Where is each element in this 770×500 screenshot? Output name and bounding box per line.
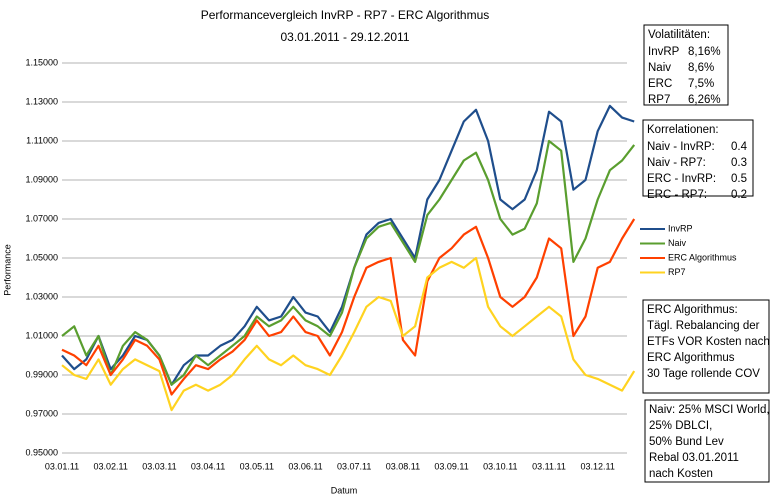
info-box	[644, 399, 770, 483]
legend-label: ERC Algorithmus	[668, 252, 737, 262]
x-tick-label: 03.06.11	[288, 461, 322, 471]
x-tick-label: 03.01.11	[45, 461, 79, 471]
x-tick-label: 03.05.11	[240, 461, 274, 471]
info-box-line: Tägl. Rebalancing der	[647, 320, 760, 332]
y-tick-label: 1.15000	[25, 57, 58, 67]
y-tick-label: 1.07000	[25, 213, 58, 223]
info-box-line: Rebal 03.01.2011	[649, 452, 739, 464]
x-tick-label: 03.07.11	[337, 461, 371, 471]
y-tick-label: 1.01000	[25, 330, 58, 340]
info-box-line: ERC Algorithmus	[647, 352, 735, 364]
info-box-key: Naiv - RP7:	[647, 157, 706, 169]
info-box-key: Naiv - InvRP:	[647, 141, 715, 153]
info-box-line: nach Kosten	[649, 468, 713, 480]
x-tick-label: 03.09.11	[434, 461, 468, 471]
x-tick-label: 03.03.11	[142, 461, 176, 471]
y-tick-label: 1.09000	[25, 174, 58, 184]
info-box-line: ERC Algorithmus:	[647, 304, 738, 316]
info-box	[642, 299, 770, 394]
info-box-value: 0.2	[731, 189, 747, 201]
x-tick-label: 03.10.11	[483, 461, 517, 471]
info-box-value: 6,26%	[688, 94, 721, 106]
info-box	[643, 24, 729, 106]
y-axis-label: Performance	[2, 244, 12, 296]
info-box-key: InvRP	[648, 46, 680, 58]
info-box-key: ERC - RP7:	[647, 189, 707, 201]
info-box-key: RP7	[648, 94, 670, 106]
legend-label: InvRP	[668, 223, 693, 233]
info-box-value: 0.4	[731, 141, 748, 153]
y-tick-label: 1.05000	[25, 252, 58, 262]
info-box-line: Naiv: 25% MSCI World,	[649, 404, 770, 416]
info-box-value: 8,16%	[688, 46, 721, 58]
x-tick-label: 03.08.11	[386, 461, 420, 471]
y-tick-label: 0.99000	[25, 369, 58, 379]
series-line	[61, 218, 636, 396]
y-tick-label: 0.97000	[25, 408, 58, 418]
info-box-title: Volatilitäten:	[648, 29, 710, 41]
legend-label: RP7	[668, 267, 686, 277]
info-box-value: 0.5	[731, 173, 747, 185]
x-axis-label: Datum	[331, 485, 358, 495]
info-box	[642, 119, 754, 197]
info-box-line: 25% DBLCI,	[649, 420, 712, 432]
chart-subtitle: 03.01.2011 - 29.12.2011	[281, 30, 410, 44]
series-line	[61, 139, 636, 386]
info-box-line: 30 Tage rollende COV	[647, 368, 760, 380]
info-box-value: 7,5%	[688, 78, 714, 90]
x-tick-label: 03.02.11	[94, 461, 128, 471]
info-box-line: ETFs VOR Kosten nach	[647, 336, 770, 348]
legend-label: Naiv	[668, 238, 687, 248]
info-box-line: 50% Bund Lev	[649, 436, 724, 448]
x-tick-label: 03.12.11	[581, 461, 615, 471]
y-tick-label: 1.11000	[26, 135, 58, 145]
y-tick-label: 1.03000	[25, 291, 58, 301]
info-box-key: Naiv	[648, 62, 671, 74]
y-tick-label: 1.13000	[25, 96, 58, 106]
chart-title: Performancevergleich InvRP - RP7 - ERC A…	[201, 8, 490, 22]
info-box-value: 8,6%	[688, 62, 714, 74]
info-box-key: ERC	[648, 78, 672, 90]
info-box-key: ERC - InvRP:	[647, 173, 716, 185]
x-tick-label: 03.11.11	[532, 461, 566, 471]
x-tick-label: 03.04.11	[191, 461, 225, 471]
info-box-title: Korrelationen:	[647, 124, 719, 136]
y-tick-label: 0.95000	[25, 447, 58, 457]
series-line	[61, 256, 636, 412]
info-box-value: 0.3	[731, 157, 747, 169]
